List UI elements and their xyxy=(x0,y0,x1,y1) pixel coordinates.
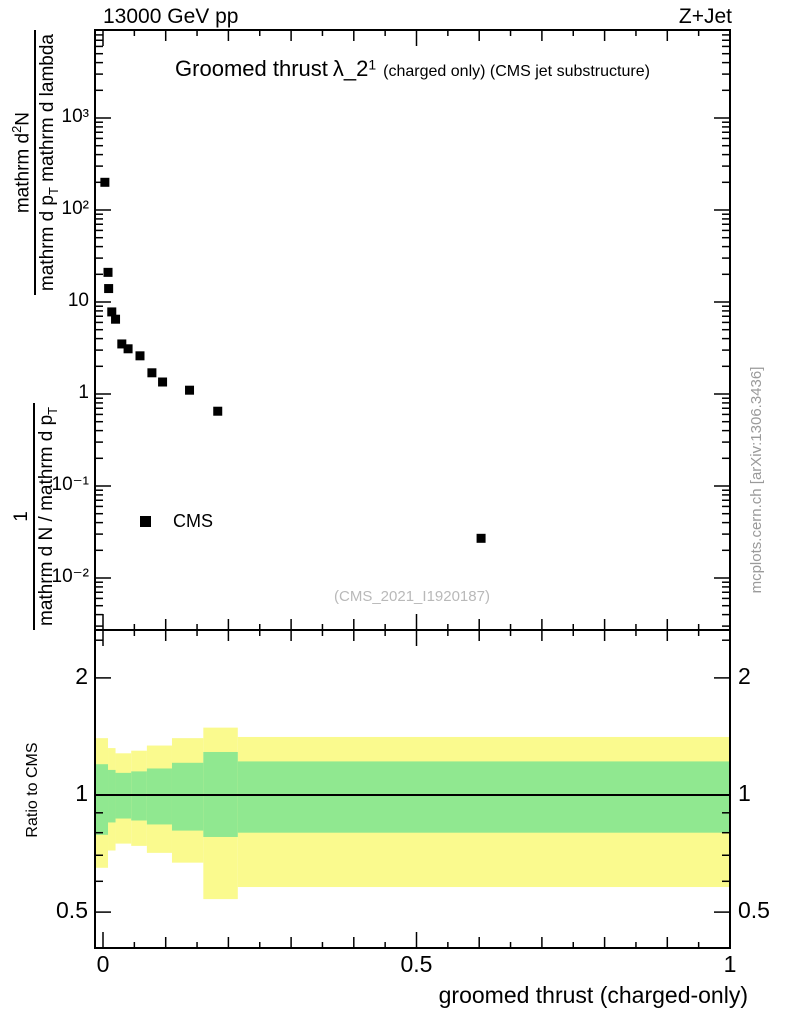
uncertainty-band-inner xyxy=(171,762,204,831)
x-axis-title: groomed thrust (charged-only) xyxy=(438,982,748,1008)
analysis-watermark: (CMS_2021_I1920187) xyxy=(334,588,490,605)
data-point xyxy=(185,385,195,395)
y-title-frac2-superscript: 2 xyxy=(9,125,25,133)
frame-main-panel xyxy=(94,29,731,631)
y-axis-tick-label: 1 xyxy=(78,382,89,403)
uncertainty-band-inner xyxy=(108,769,116,823)
y-title-frac1-subscript: T xyxy=(44,406,60,415)
beam-energy-label: 13000 GeV pp xyxy=(103,5,239,28)
data-point xyxy=(100,177,110,187)
data-point xyxy=(111,314,121,324)
plot-title-main: Groomed thrust xyxy=(175,56,328,81)
x-axis-tick-label: 0.5 xyxy=(400,951,433,977)
data-point xyxy=(103,267,113,277)
ratio-tick-label-right: 1 xyxy=(738,780,751,806)
plot-title: Groomed thrust λ_21 (charged only) (CMS je… xyxy=(95,56,730,82)
ratio-tick-label-left: 1 xyxy=(75,780,88,806)
plot-title-suffix: (charged only) (CMS jet substructure) xyxy=(383,63,650,80)
mcplots-reference-note: mcplots.cern.ch [arXiv:1306.3436] xyxy=(748,366,765,594)
legend-label: CMS xyxy=(173,511,213,531)
data-point xyxy=(135,351,145,361)
y-axis-tick-label: 10² xyxy=(61,198,89,219)
data-point xyxy=(158,377,168,387)
data-point xyxy=(117,339,127,349)
data-point xyxy=(123,344,133,354)
y-axis-tick-label: 10³ xyxy=(61,106,89,127)
legend-marker-square xyxy=(140,516,151,527)
x-axis-tick-label: 1 xyxy=(723,951,737,977)
frame-ratio-panel xyxy=(94,629,731,949)
data-point xyxy=(213,406,223,416)
x-axis-tick-label: 0 xyxy=(96,951,110,977)
y-title-frac1-numerator: 1 xyxy=(11,511,33,522)
ratio-tick-label-left: 0.5 xyxy=(56,897,88,924)
plot-title-symbol: λ_2 xyxy=(332,56,369,81)
y-title-fraction-2: mathrm d2N mathrm d pT mathrm d lambda xyxy=(9,30,62,296)
data-point xyxy=(476,533,486,543)
uncertainty-band-inner xyxy=(146,768,172,825)
y-axis-tick-label: 10⁻² xyxy=(51,566,90,587)
data-point xyxy=(104,284,114,294)
ratio-tick-label-left: 2 xyxy=(75,662,88,689)
uncertainty-band-inner xyxy=(237,761,730,833)
y-title-fraction-1: 1 mathrm d N / mathrm d pT xyxy=(11,402,61,630)
data-point xyxy=(107,307,117,317)
process-label: Z+Jet xyxy=(678,5,732,28)
ratio-tick-label-right: 2 xyxy=(738,662,751,689)
legend: CMS xyxy=(140,511,213,532)
y-axis-tick-label: 10⁻¹ xyxy=(51,474,90,495)
plot-title-exponent: 1 xyxy=(368,56,377,73)
y-title-frac1-denominator: mathrm d N / mathrm d p xyxy=(36,414,58,626)
y-axis-tick-label: 10 xyxy=(67,290,89,311)
data-point xyxy=(147,368,157,378)
y-title-frac2-subscript: T xyxy=(46,187,62,196)
uncertainty-band-inner xyxy=(95,764,109,835)
ratio-tick-label-right: 0.5 xyxy=(738,897,770,924)
